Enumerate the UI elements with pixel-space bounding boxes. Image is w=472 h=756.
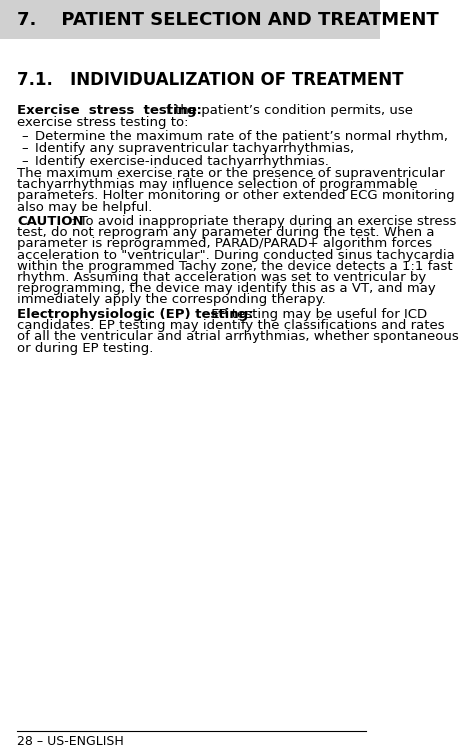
- Text: immediately apply the corresponding therapy.: immediately apply the corresponding ther…: [17, 293, 326, 306]
- Text: candidates. EP testing may identify the classifications and rates: candidates. EP testing may identify the …: [17, 319, 445, 332]
- Text: Exercise  stress  testing:: Exercise stress testing:: [17, 104, 202, 117]
- Text: acceleration to "ventricular". During conducted sinus tachycardia: acceleration to "ventricular". During co…: [17, 249, 455, 262]
- Text: –: –: [22, 130, 28, 143]
- Text: parameter is reprogrammed, PARAD/PARAD+ algorithm forces: parameter is reprogrammed, PARAD/PARAD+ …: [17, 237, 432, 250]
- Text: reprogramming, the device may identify this as a VT, and may: reprogramming, the device may identify t…: [17, 282, 436, 296]
- Text: parameters. Holter monitoring or other extended ECG monitoring: parameters. Holter monitoring or other e…: [17, 189, 455, 203]
- Text: tachyarrhythmias may influence selection of programmable: tachyarrhythmias may influence selection…: [17, 178, 418, 191]
- FancyBboxPatch shape: [0, 0, 379, 39]
- Text: rhythm. Assuming that acceleration was set to ventricular by: rhythm. Assuming that acceleration was s…: [17, 271, 426, 284]
- Text: of all the ventricular and atrial arrhythmias, whether spontaneous: of all the ventricular and atrial arrhyt…: [17, 330, 459, 343]
- Text: The maximum exercise rate or the presence of supraventricular: The maximum exercise rate or the presenc…: [17, 167, 445, 180]
- Text: EP testing may be useful for ICD: EP testing may be useful for ICD: [207, 308, 428, 321]
- Text: 28 – US-ENGLISH: 28 – US-ENGLISH: [17, 735, 124, 748]
- Text: exercise stress testing to:: exercise stress testing to:: [17, 116, 189, 129]
- Text: or during EP testing.: or during EP testing.: [17, 342, 153, 355]
- Text: : To avoid inappropriate therapy during an exercise stress: : To avoid inappropriate therapy during …: [71, 215, 456, 228]
- Text: CAUTION: CAUTION: [17, 215, 84, 228]
- Text: –: –: [22, 155, 28, 168]
- Text: Determine the maximum rate of the patient’s normal rhythm,: Determine the maximum rate of the patien…: [35, 130, 448, 143]
- Text: Identify exercise-induced tachyarrhythmias.: Identify exercise-induced tachyarrhythmi…: [35, 155, 329, 168]
- Text: 7.    PATIENT SELECTION AND TREATMENT: 7. PATIENT SELECTION AND TREATMENT: [17, 11, 439, 29]
- Text: –: –: [22, 142, 28, 156]
- Text: f the patient’s condition permits, use: f the patient’s condition permits, use: [166, 104, 413, 117]
- Text: Identify any supraventricular tachyarrhythmias,: Identify any supraventricular tachyarrhy…: [35, 142, 354, 156]
- Text: within the programmed Tachy zone, the device detects a 1:1 fast: within the programmed Tachy zone, the de…: [17, 260, 453, 273]
- Text: also may be helpful.: also may be helpful.: [17, 200, 152, 213]
- Text: 7.1.   INDIVIDUALIZATION OF TREATMENT: 7.1. INDIVIDUALIZATION OF TREATMENT: [17, 71, 404, 89]
- Text: test, do not reprogram any parameter during the test. When a: test, do not reprogram any parameter dur…: [17, 226, 435, 240]
- Text: Electrophysiologic (EP) testing:: Electrophysiologic (EP) testing:: [17, 308, 253, 321]
